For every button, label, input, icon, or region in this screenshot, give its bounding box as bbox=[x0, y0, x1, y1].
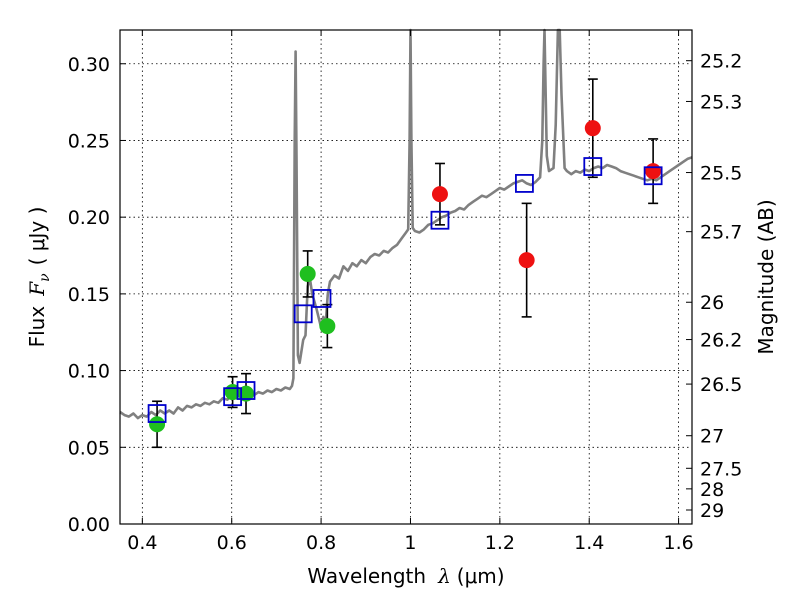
spectrum-series bbox=[119, 28, 693, 420]
nir-data-point bbox=[584, 120, 601, 137]
optical-data-point bbox=[299, 265, 316, 282]
grid bbox=[120, 30, 692, 525]
y2-tick-label: 29 bbox=[700, 500, 724, 522]
model-photometry-square bbox=[583, 157, 603, 176]
model-photometry-series bbox=[147, 157, 663, 423]
nir-data-point bbox=[645, 163, 662, 180]
y2-tick-label: 25.2 bbox=[700, 51, 742, 73]
x-tick-label: 1 bbox=[404, 532, 416, 554]
y2-axis-label: Magnitude (AB) bbox=[754, 199, 778, 354]
y-tick-label: 0.10 bbox=[68, 361, 110, 383]
x-axis-ticks: 0.4 0.6 0.8 1 1.2 1.4 1.6 bbox=[127, 30, 694, 554]
optical-data-point bbox=[149, 416, 166, 433]
x-tick-label: 0.4 bbox=[127, 532, 157, 554]
x-tick-label: 0.6 bbox=[217, 532, 247, 554]
model-photometry-square bbox=[293, 304, 313, 324]
y2-tick-label: 27 bbox=[700, 426, 724, 448]
y2-tick-label: 25.5 bbox=[700, 163, 742, 185]
y-tick-label: 0.30 bbox=[68, 54, 110, 76]
x-axis-label: Wavelength λ (μm) bbox=[307, 564, 504, 588]
y-tick-label: 0.25 bbox=[68, 130, 110, 152]
model-photometry-square bbox=[236, 381, 256, 400]
model-photometry-square bbox=[312, 289, 332, 308]
model-photometry-square bbox=[643, 166, 663, 186]
y2-tick-label: 28 bbox=[700, 479, 724, 501]
y2-tick-label: 25.3 bbox=[700, 91, 742, 113]
y2-tick-label: 27.5 bbox=[700, 458, 742, 480]
model-photometry-square bbox=[430, 210, 450, 230]
x-tick-label: 1.2 bbox=[485, 532, 515, 554]
x-tick-label: 0.8 bbox=[306, 532, 336, 554]
y-tick-label: 0.15 bbox=[68, 284, 110, 306]
y-axis-ticks: 0.00 0.05 0.10 0.15 0.20 0.25 0.30 bbox=[68, 54, 126, 536]
optical-data-point bbox=[319, 318, 336, 335]
optical-data-point bbox=[238, 385, 255, 402]
model-photometry-square bbox=[515, 174, 534, 193]
nir-data-point bbox=[518, 252, 535, 269]
x-tick-label: 1.4 bbox=[574, 532, 604, 554]
nir-data-point bbox=[431, 186, 448, 203]
y2-tick-label: 26 bbox=[700, 292, 724, 314]
y-tick-label: 0.00 bbox=[68, 514, 110, 536]
y-tick-label: 0.20 bbox=[68, 207, 110, 229]
x-tick-label: 1.6 bbox=[663, 532, 693, 554]
spectrum-line bbox=[119, 28, 693, 420]
model-photometry-square bbox=[223, 387, 243, 407]
y-axis-label: FluxFν( μJy ) bbox=[25, 207, 53, 348]
y2-tick-label: 25.7 bbox=[700, 222, 742, 244]
plot-frame bbox=[119, 29, 693, 525]
model-photometry-square bbox=[147, 404, 167, 423]
y2-tick-label: 26.5 bbox=[700, 374, 742, 396]
y-tick-label: 0.05 bbox=[68, 437, 110, 459]
y2-tick-label: 26.2 bbox=[700, 330, 742, 352]
